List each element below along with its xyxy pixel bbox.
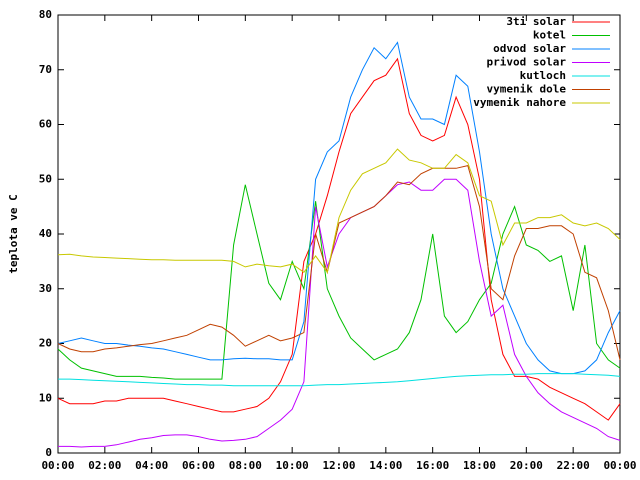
series-line: [57, 184, 621, 380]
y-tick-label: 0: [45, 446, 52, 459]
y-axis-label: teplota ve C: [7, 194, 20, 273]
x-tick-label: 00:00: [41, 459, 74, 472]
x-tick-label: 00:00: [603, 459, 636, 472]
x-tick-label: 22:00: [557, 459, 590, 472]
series-line: [57, 57, 621, 421]
x-tick-label: 14:00: [369, 459, 402, 472]
series-line: [57, 165, 621, 361]
x-tick-label: 12:00: [322, 459, 355, 472]
series-line: [57, 41, 621, 375]
y-tick-label: 40: [39, 227, 52, 240]
x-tick-label: 20:00: [510, 459, 543, 472]
legend-label: kotel: [533, 29, 566, 42]
legend-label: vymenik dole: [487, 83, 567, 96]
x-tick-label: 04:00: [135, 459, 168, 472]
y-tick-label: 70: [39, 63, 52, 76]
x-tick-label: 10:00: [276, 459, 309, 472]
series-line: [57, 148, 621, 274]
y-tick-label: 20: [39, 337, 52, 350]
y-tick-label: 80: [39, 8, 52, 21]
y-tick-label: 60: [39, 118, 52, 131]
legend-label: vymenik nahore: [473, 96, 566, 109]
x-tick-label: 18:00: [463, 459, 496, 472]
legend-label: privod solar: [487, 56, 567, 69]
legend-label: kutloch: [520, 69, 566, 82]
y-tick-label: 30: [39, 282, 52, 295]
legend-label: 3ti solar: [506, 15, 566, 28]
x-tick-label: 02:00: [88, 459, 121, 472]
x-tick-label: 06:00: [182, 459, 215, 472]
x-tick-label: 16:00: [416, 459, 449, 472]
series-line: [58, 178, 621, 448]
legend-label: odvod solar: [493, 42, 566, 55]
series-line: [58, 373, 621, 387]
x-tick-label: 08:00: [229, 459, 262, 472]
y-tick-label: 10: [39, 391, 52, 404]
y-tick-label: 50: [39, 172, 52, 185]
